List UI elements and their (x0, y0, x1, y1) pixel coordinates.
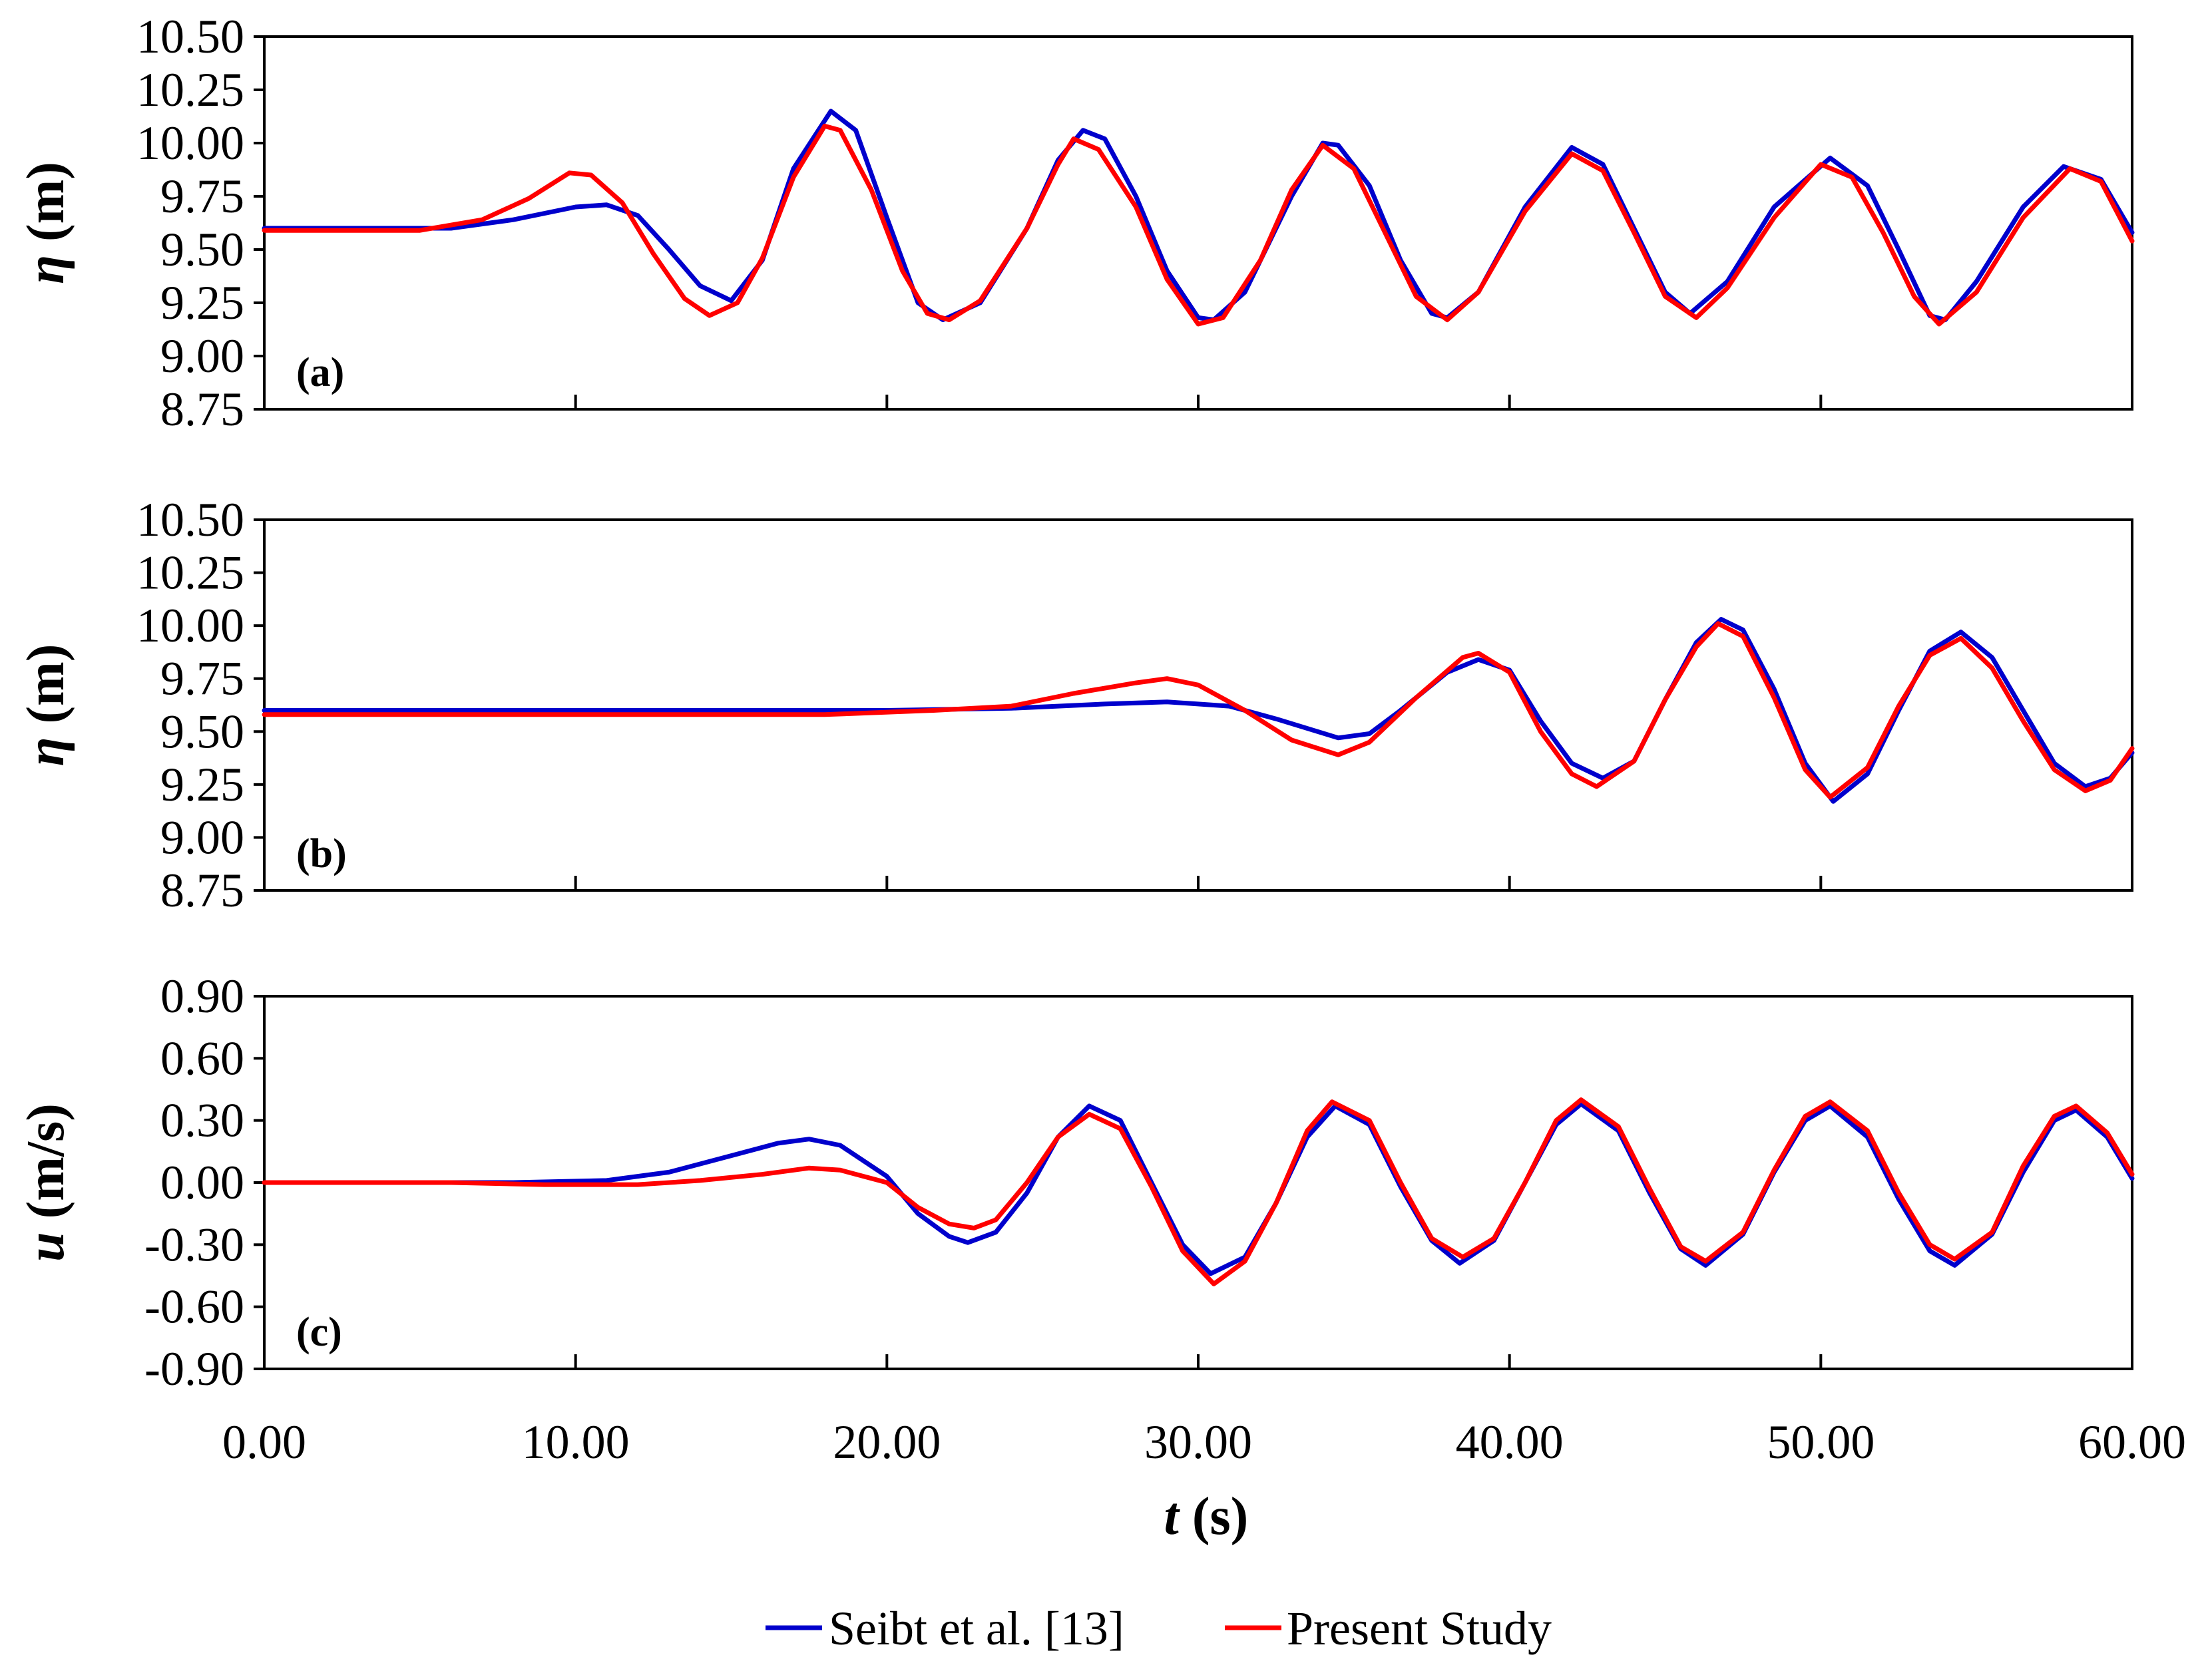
y-axis-unit: (m/s) (17, 1103, 75, 1232)
y-tick-label: 0.60 (160, 1031, 244, 1085)
y-axis-title: η (m) (17, 644, 75, 767)
y-tick-label: 9.50 (160, 705, 244, 758)
panel-label: (c) (296, 1310, 342, 1355)
legend-label-seibt: Seibt et al. [13] (829, 1602, 1124, 1655)
x-tick-label: 20.00 (833, 1415, 941, 1469)
series-line-present (262, 621, 2135, 800)
panel-c: -0.90 -0.60 -0.30 0.00 0.30 0.60 0.90 (c) u (m/s… (17, 970, 2135, 1396)
y-tick-label: 9.75 (160, 170, 244, 223)
x-tick-label: 50.00 (1767, 1415, 1875, 1469)
y-tick-label: 0.00 (160, 1156, 244, 1209)
y-tick-label: 9.50 (160, 223, 244, 276)
y-tick-label: 8.75 (160, 383, 244, 436)
x-axis-variable: t (1164, 1487, 1181, 1546)
panel-label: (b) (296, 831, 347, 876)
y-tick-label: 10.50 (136, 10, 244, 63)
y-axis-unit: (m) (17, 644, 75, 737)
y-tick-label: 10.25 (136, 546, 244, 600)
x-tick-label: 0.00 (222, 1415, 306, 1469)
series-line-seibt (262, 1101, 2135, 1276)
x-axis-unit: (s) (1179, 1487, 1248, 1546)
x-tick-label: 40.00 (1456, 1415, 1564, 1469)
y-tick-label: 9.25 (160, 276, 244, 329)
series-line-seibt (262, 617, 2135, 804)
x-tick-labels: 0.00 10.00 20.00 30.00 40.00 50.00 60.00 (222, 1415, 2186, 1469)
y-axis-unit: (m) (17, 162, 75, 255)
y-tick-label: -0.90 (144, 1342, 244, 1396)
chart-panels: 8.759.009.259.509.7510.0010.2510.50(a)η … (17, 10, 2135, 1396)
x-tick-label: 60.00 (2078, 1415, 2186, 1469)
y-tick-label: 0.30 (160, 1094, 244, 1147)
y-tick-label: 10.25 (136, 63, 244, 116)
y-axis-variable: u (17, 1232, 75, 1262)
y-tick-label: 9.25 (160, 758, 244, 811)
y-tick-label: 10.50 (136, 493, 244, 546)
y-tick-label: 0.90 (160, 970, 244, 1023)
series-line-seibt (262, 108, 2135, 323)
y-tick-label: 9.00 (160, 811, 244, 864)
y-tick-label: 10.00 (136, 599, 244, 652)
y-axis-variable: η (17, 255, 75, 284)
y-axis-variable: η (17, 737, 75, 767)
y-axis-title: η (m) (17, 162, 75, 284)
panel-label: (a) (296, 350, 344, 395)
y-tick-label: 8.75 (160, 864, 244, 917)
series-line-present (262, 123, 2135, 327)
y-tick-label: 10.00 (136, 116, 244, 170)
y-tick-label: -0.60 (144, 1280, 244, 1334)
legend: Seibt et al. [13] Present Study (766, 1602, 1552, 1655)
y-axis-title: u (m/s) (17, 1103, 75, 1262)
x-axis-title: t (s) (1164, 1487, 1249, 1546)
plot-frame (263, 35, 2133, 411)
y-tick-label: -0.30 (144, 1218, 244, 1271)
x-tick-label: 30.00 (1144, 1415, 1252, 1469)
legend-label-present: Present Study (1287, 1602, 1552, 1655)
y-tick-label: 9.75 (160, 652, 244, 705)
series-line-present (262, 1097, 2135, 1286)
x-tick-label: 10.00 (522, 1415, 630, 1469)
y-tick-label: 9.00 (160, 329, 244, 383)
